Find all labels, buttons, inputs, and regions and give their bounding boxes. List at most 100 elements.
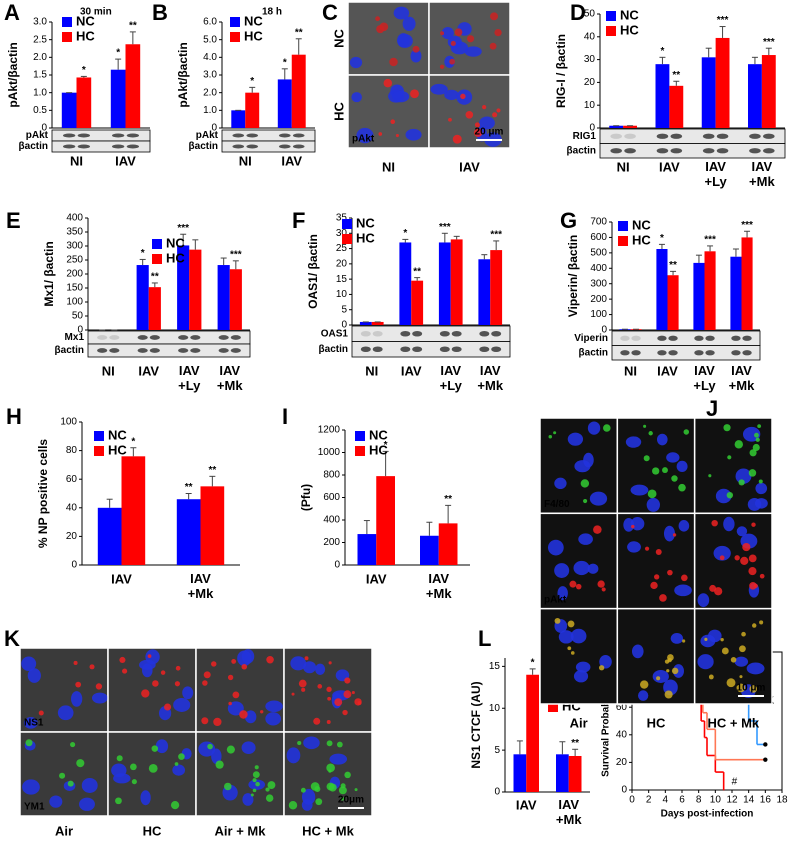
x-tick-label: NI xyxy=(102,363,115,378)
x-tick-label: IAV +Mk xyxy=(749,159,775,189)
blot-band xyxy=(479,346,490,353)
significance: *** xyxy=(763,37,775,48)
blot-band xyxy=(412,330,423,337)
bar xyxy=(291,54,306,128)
stain-spot xyxy=(440,31,445,36)
stain-spot xyxy=(412,45,420,53)
stain-spot xyxy=(67,780,74,787)
nucleus xyxy=(198,741,216,757)
significance: ** xyxy=(672,70,680,81)
x-tick-label: NI xyxy=(617,159,630,174)
blot-band xyxy=(77,144,91,149)
stain-label: NS1 xyxy=(24,718,44,729)
nucleus xyxy=(155,739,169,754)
blot-band xyxy=(439,346,450,353)
nucleus xyxy=(554,477,567,490)
stain-spot xyxy=(252,771,260,779)
stain-spot xyxy=(569,580,577,588)
significance: * xyxy=(141,248,145,259)
blot-band xyxy=(230,335,241,340)
stain-spot xyxy=(227,674,234,681)
blot-band xyxy=(451,330,462,337)
x-tick-label: 8 xyxy=(696,795,702,806)
bar xyxy=(110,69,126,128)
x-tick-label: 6 xyxy=(679,795,685,806)
stain-spot xyxy=(207,743,213,750)
blot-band xyxy=(657,335,667,341)
nucleus xyxy=(735,468,752,484)
stain-spot xyxy=(239,710,248,719)
stain-spot xyxy=(741,631,746,637)
blot-strip xyxy=(599,143,786,159)
x-tick-label: IAV +Ly xyxy=(440,363,463,393)
y-tick-label: 15 xyxy=(336,274,348,285)
bar xyxy=(357,534,377,565)
blot-band xyxy=(670,133,683,139)
blot-band xyxy=(137,335,148,340)
nucleus xyxy=(303,661,317,674)
y-axis-label: NS1 CTCF (AU) xyxy=(469,681,483,768)
y-tick-label: 400 xyxy=(323,515,340,526)
blot-band xyxy=(716,148,729,154)
nucleus xyxy=(713,545,731,561)
blot-label: Mx1 xyxy=(65,332,85,343)
y-tick-label: 2.5 xyxy=(33,34,47,45)
stain-spot xyxy=(643,455,650,462)
y-tick-label: 400 xyxy=(590,263,607,274)
stain-spot xyxy=(598,665,605,671)
stain-spot xyxy=(70,741,76,748)
nucleus xyxy=(71,691,83,707)
bar xyxy=(730,256,742,330)
stain-spot xyxy=(753,583,758,588)
stain-spot xyxy=(496,108,501,113)
stain-spot xyxy=(655,549,662,556)
stain-spot xyxy=(313,717,321,725)
stain-spot xyxy=(742,542,751,552)
bar xyxy=(277,79,292,128)
stain-spot xyxy=(378,132,383,136)
legend-label: NC xyxy=(620,7,639,22)
stain-spot xyxy=(671,475,678,482)
y-tick-label: 800 xyxy=(323,470,340,481)
y-tick-label: 5 xyxy=(494,745,500,756)
y-tick-label: 15 xyxy=(489,661,501,672)
stain-spot xyxy=(465,110,474,119)
blot-band xyxy=(246,133,259,138)
blot-band xyxy=(178,335,189,340)
legend-label: NC xyxy=(356,215,375,230)
y-tick-label: 50 xyxy=(584,9,596,20)
scale-bar-label: 20 μm xyxy=(475,127,504,138)
stain-spot xyxy=(301,687,306,692)
stain-spot xyxy=(647,489,657,499)
stain-spot xyxy=(211,661,217,667)
blot-band xyxy=(610,133,623,139)
y-tick-label: 0 xyxy=(621,785,627,796)
blot-band xyxy=(620,350,630,356)
stain-spot xyxy=(178,753,185,760)
column-label: Air xyxy=(570,715,588,730)
stain-spot xyxy=(490,12,498,21)
legend-swatch xyxy=(618,236,628,246)
blot-band xyxy=(491,330,502,337)
blot-label: RIG1 xyxy=(573,131,597,142)
scale-bar-label: 10 μm xyxy=(737,683,766,694)
blot-band xyxy=(749,148,761,154)
nucleus xyxy=(140,790,151,806)
stain-spot xyxy=(215,760,224,769)
bar xyxy=(715,37,730,128)
legend-label: HC xyxy=(166,250,185,265)
blot-band xyxy=(702,133,715,139)
nucleus xyxy=(547,539,564,556)
stain-label: pAkt xyxy=(352,134,375,145)
bar xyxy=(450,239,463,325)
nucleus xyxy=(700,634,716,648)
stain-spot xyxy=(252,778,257,783)
censor-marker xyxy=(763,757,768,762)
blot-label: βactin xyxy=(319,344,348,355)
stain-spot xyxy=(267,781,276,789)
stain-spot xyxy=(597,580,605,588)
stain-spot xyxy=(683,429,690,435)
blot-band xyxy=(230,348,241,353)
legend-swatch xyxy=(230,17,240,27)
nucleus xyxy=(670,633,684,644)
